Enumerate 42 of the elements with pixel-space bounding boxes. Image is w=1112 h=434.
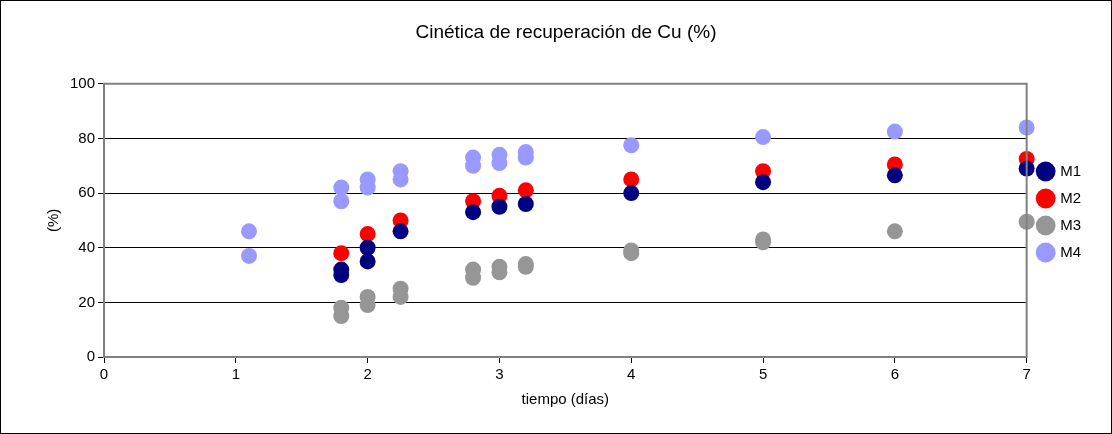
point [623,137,640,154]
point [241,223,258,240]
x-tick-label: 3 [495,365,504,383]
point [333,179,350,196]
point [517,182,534,199]
y-tick-label: 40 [78,237,96,255]
y-axis-title: (%) [44,208,62,233]
legend-label: M4 [1060,242,1082,260]
point [517,196,534,213]
y-tick-label: 60 [78,183,96,201]
point [886,123,903,140]
point [755,129,772,146]
x-tick-label: 4 [627,365,636,383]
point [392,223,409,240]
y-tick-label: 20 [78,292,96,310]
x-tick-label: 5 [758,365,768,383]
x-tick-label: 0 [99,365,109,383]
x-tick-label: 2 [363,365,372,383]
point [241,247,258,264]
x-axis-title: tiempo (días) [521,390,610,408]
point [333,245,350,262]
point [886,223,903,240]
point [755,174,772,191]
legend-label: M1 [1060,161,1082,179]
point [623,171,640,188]
point [359,239,376,256]
point [359,253,376,270]
y-tick-label: 0 [86,347,96,365]
x-tick-label: 7 [1022,365,1031,383]
point [623,185,640,202]
chart-title: Cinética de recuperación de Cu (%) [415,20,717,42]
legend-label: M2 [1060,188,1082,206]
x-tick-label: 1 [231,365,240,383]
point [333,193,350,210]
y-tick-label: 80 [78,128,96,146]
legend-label: M3 [1060,215,1082,233]
x-tick-label: 6 [890,365,900,383]
point [359,226,376,243]
point [465,204,482,221]
point [491,198,508,215]
point [886,167,903,184]
y-tick-label: 100 [70,73,96,91]
